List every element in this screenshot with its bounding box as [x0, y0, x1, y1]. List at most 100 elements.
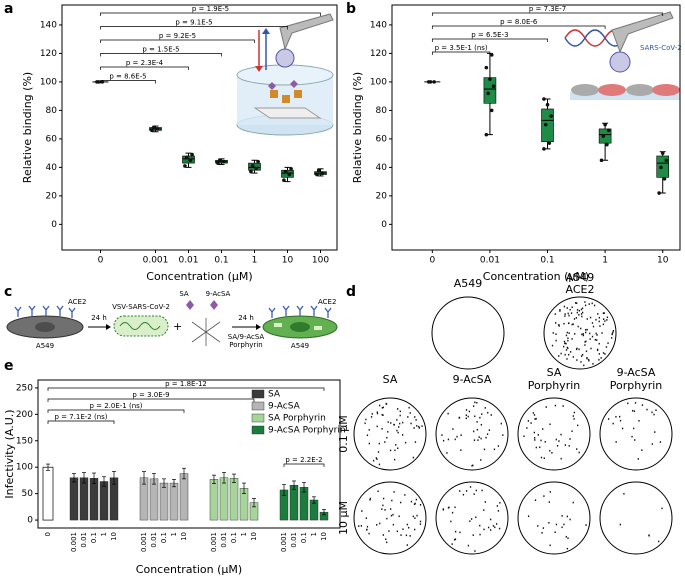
significance-bracket [431, 25, 606, 29]
speck [559, 310, 561, 312]
speck [621, 427, 624, 430]
speck [592, 363, 594, 365]
data-point [216, 161, 220, 165]
plate [353, 481, 427, 555]
y-axis-label: Infectivity (A.U.) [3, 409, 16, 498]
legend-swatch [251, 425, 265, 435]
speck [568, 314, 570, 317]
speck [576, 309, 579, 311]
speck [560, 352, 562, 355]
x-tick-label: 10 [180, 532, 188, 541]
speck [568, 353, 570, 356]
speck [571, 306, 573, 309]
significance-bracket [47, 398, 255, 402]
data-point [542, 97, 546, 101]
speck [602, 323, 605, 326]
data-point [254, 167, 259, 171]
speck [535, 417, 537, 420]
speck [453, 538, 456, 541]
p-value: p = 3.0E-9 [132, 391, 169, 399]
data-point [606, 128, 611, 133]
speck [386, 517, 388, 520]
speck [385, 402, 387, 405]
speck [410, 500, 413, 503]
speck [582, 334, 585, 337]
speck [586, 318, 588, 320]
data-point [488, 77, 492, 81]
speck [593, 304, 596, 307]
speck [454, 438, 456, 441]
significance-bracket [100, 80, 156, 84]
speck [481, 413, 483, 415]
data-point [547, 141, 552, 145]
speck [442, 439, 445, 442]
speck [551, 344, 554, 347]
y-axis-label: Relative binding (%) [21, 72, 34, 183]
speck [615, 441, 617, 443]
speck [480, 459, 482, 461]
speck [619, 419, 622, 422]
speck [414, 528, 416, 531]
speck [475, 489, 477, 492]
speck [378, 442, 381, 445]
speck [474, 415, 476, 418]
x-axis-label: Concentration (µM) [136, 563, 242, 576]
panel-letter: b [346, 1, 356, 17]
speck [386, 541, 388, 544]
speck [366, 528, 368, 531]
speck [456, 435, 458, 438]
speck [598, 353, 600, 355]
x-tick-label: 0 [98, 256, 104, 266]
p-value: p = 2.3E-4 [126, 59, 164, 67]
speck [416, 425, 418, 427]
speck [595, 318, 597, 321]
speck [540, 439, 542, 442]
speck [523, 435, 525, 438]
speck [583, 364, 585, 367]
data-point [664, 158, 669, 163]
significance-bracket [47, 409, 185, 413]
speck [487, 411, 489, 414]
y-tick-label: 40 [376, 163, 388, 173]
speck [451, 511, 454, 514]
box [281, 169, 294, 178]
data-point [657, 191, 661, 195]
speck [459, 531, 461, 534]
speck [549, 491, 551, 493]
data-point [542, 147, 546, 151]
speck [606, 316, 609, 319]
speck [462, 493, 465, 496]
speck [475, 516, 477, 519]
speck [381, 406, 383, 409]
speck [399, 414, 401, 417]
speck [494, 526, 496, 529]
speck [566, 358, 568, 360]
speck [483, 509, 485, 511]
x-tick-label: 0.001 [143, 256, 169, 266]
speck [534, 439, 536, 441]
speck [588, 358, 590, 361]
speck [396, 530, 399, 533]
speck [563, 305, 566, 308]
speck [542, 527, 545, 529]
speck [465, 417, 467, 420]
data-point [183, 164, 187, 168]
speck [539, 446, 541, 449]
y-tick-label: 0 [27, 516, 33, 526]
speck [571, 338, 573, 340]
speck [446, 452, 448, 454]
speck [393, 423, 395, 426]
x-tick-label: 1 [310, 532, 318, 536]
speck [396, 419, 398, 421]
data-point [249, 169, 253, 174]
speck [633, 410, 636, 413]
speck [450, 520, 452, 523]
significance-bracket [100, 26, 288, 30]
speck [393, 491, 395, 493]
speck [581, 311, 584, 314]
data-point [545, 102, 550, 107]
speck [554, 313, 556, 315]
speck [594, 338, 596, 341]
speck [558, 440, 560, 442]
speck [556, 444, 559, 447]
